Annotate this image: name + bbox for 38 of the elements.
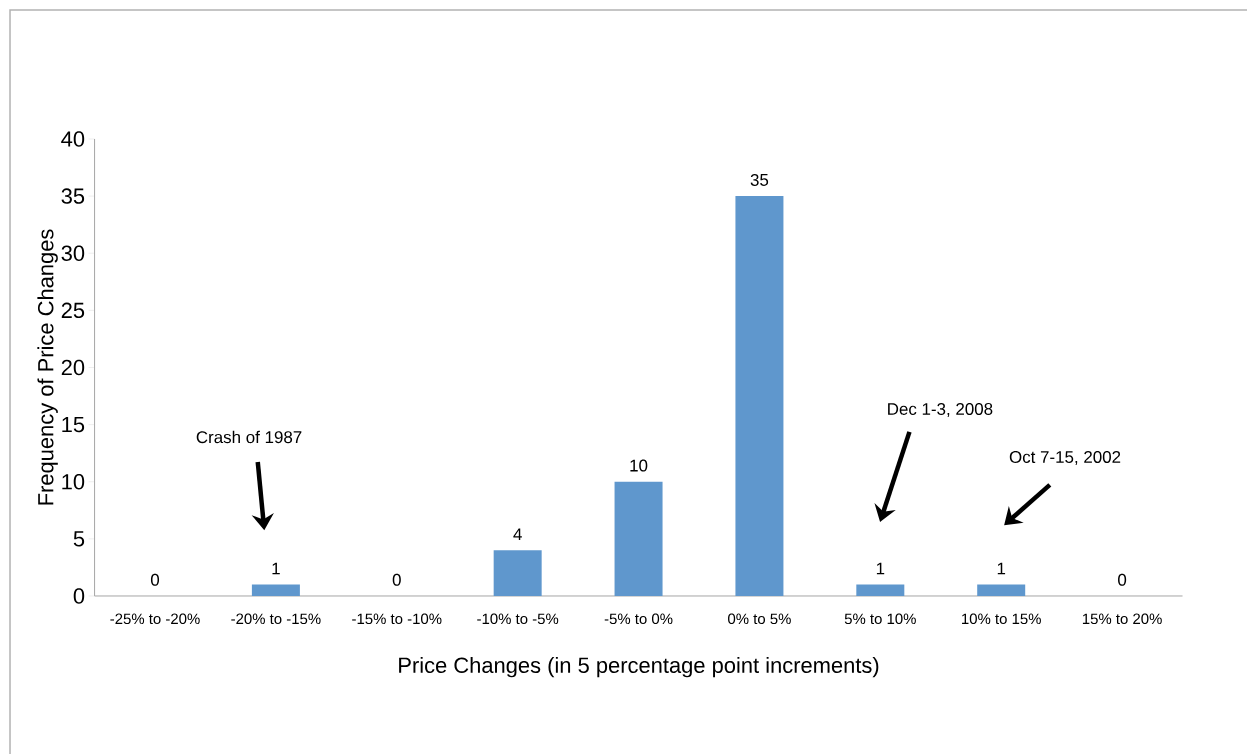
x-tick-label: 0% to 5%	[728, 613, 791, 625]
data-label: 35	[750, 173, 769, 186]
y-tick-label: 30	[61, 245, 85, 261]
x-tick-label: -20% to -15%	[231, 613, 321, 625]
data-label: 1	[997, 562, 1006, 575]
x-tick-label: -25% to -20%	[110, 613, 200, 625]
bar	[251, 584, 300, 596]
annotation: Dec 1-3, 2008	[888, 402, 993, 417]
data-label: 0	[392, 573, 401, 586]
bar	[735, 196, 784, 596]
y-tick-label: 25	[61, 302, 85, 319]
annotation: Crash of 1987	[196, 430, 302, 444]
y-axis-title: Frequency of Price Changes	[37, 229, 58, 505]
bar	[856, 584, 905, 596]
x-tick-label: -5% to 0%	[604, 613, 673, 625]
x-tick-label: 5% to 10%	[844, 613, 916, 625]
data-label: 10	[630, 459, 648, 472]
data-label: 0	[150, 573, 160, 586]
y-tick-label: 20	[61, 359, 85, 376]
data-label: 4	[513, 528, 522, 541]
bar	[493, 550, 542, 596]
x-tick-label: -10% to -5%	[477, 613, 559, 625]
x-tick-label: 15% to 20%	[1082, 613, 1162, 625]
y-tick-label: 15	[62, 416, 85, 433]
y-tick-label: 0	[73, 588, 85, 604]
data-label: 0	[1118, 573, 1127, 586]
y-tick-label: 35	[61, 188, 85, 204]
data-label: 1	[876, 562, 885, 575]
bar	[977, 584, 1026, 596]
y-tick-label: 5	[73, 531, 85, 547]
x-tick-label: 10% to 15%	[962, 613, 1041, 625]
data-label: 1	[272, 562, 280, 575]
annotation: Oct 7-15, 2002	[1009, 450, 1121, 465]
y-tick-label: 40	[61, 131, 85, 147]
x-tick-label: -15% to -10%	[352, 613, 442, 625]
x-axis-title: Price Changes (in 5 percentage point increments)	[399, 656, 879, 678]
y-tick-label: 10	[62, 473, 85, 490]
bar	[614, 481, 663, 596]
